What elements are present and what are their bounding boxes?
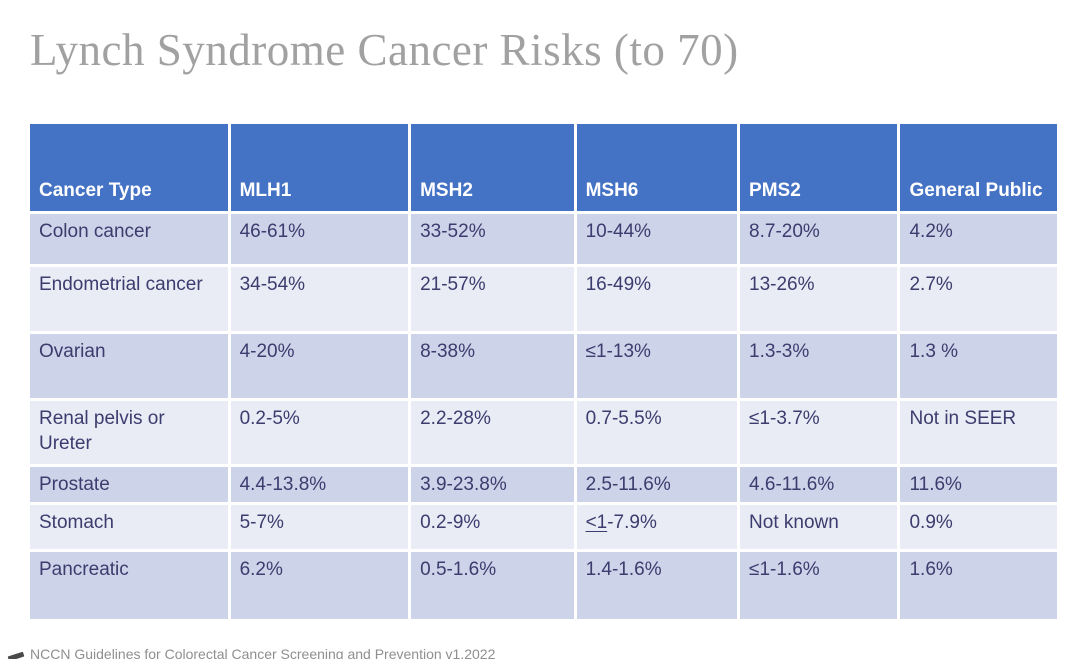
table-cell: 0.9% (900, 504, 1057, 549)
col-header-msh2: MSH2 (411, 124, 574, 211)
table-cell: Renal pelvis or Ureter (30, 401, 228, 464)
col-header-cancer-type: Cancer Type (30, 124, 228, 211)
table-cell: Stomach (30, 504, 228, 549)
table-cell: Not in SEER (900, 401, 1057, 464)
table-cell: 2.7% (900, 267, 1057, 331)
table-cell: 0.2-9% (411, 504, 574, 549)
table-cell: Ovarian (30, 334, 228, 398)
col-header-msh6: MSH6 (576, 124, 738, 211)
value-rest: -7.9% (607, 511, 657, 533)
row-renal-pelvis-or-ureter: Renal pelvis or Ureter 0.2-5% 2.2-28% 0.… (30, 401, 1057, 464)
table-cell: 1.3-3% (740, 334, 898, 398)
table-cell: 1.4-1.6% (576, 551, 738, 619)
table-cell: ≤1-3.7% (740, 401, 898, 464)
table-cell: 2.2-28% (411, 401, 574, 464)
table-cell: ≤1-13% (576, 334, 738, 398)
table-cell: 13-26% (740, 267, 898, 331)
table-cell: 0.5-1.6% (411, 551, 574, 619)
table-cell: 5-7% (230, 504, 409, 549)
table-cell: 1.6% (900, 551, 1057, 619)
table-cell-underlined-lte: <1-7.9% (576, 504, 738, 549)
table-cell: 16-49% (576, 267, 738, 331)
table-cell: 4.4-13.8% (230, 467, 409, 502)
table-cell: 34-54% (230, 267, 409, 331)
col-header-general-public: General Public (900, 124, 1057, 211)
source-citation: NCCN Guidelines for Colorectal Cancer Sc… (30, 646, 496, 659)
row-prostate: Prostate 4.4-13.8% 3.9-23.8% 2.5-11.6% 4… (30, 467, 1057, 502)
table-cell: 8-38% (411, 334, 574, 398)
table-cell: 4-20% (230, 334, 409, 398)
table-cell: Pancreatic (30, 551, 228, 619)
col-header-mlh1: MLH1 (230, 124, 409, 211)
table-cell: 0.2-5% (230, 401, 409, 464)
table-cell: 21-57% (411, 267, 574, 331)
row-endometrial-cancer: Endometrial cancer 34-54% 21-57% 16-49% … (30, 267, 1057, 331)
table-cell: 0.7-5.5% (576, 401, 738, 464)
row-stomach: Stomach 5-7% 0.2-9% <1-7.9% Not known 0.… (30, 504, 1057, 549)
table-cell: Endometrial cancer (30, 267, 228, 331)
header-row: Cancer Type MLH1 MSH2 MSH6 PMS2 General … (30, 124, 1057, 211)
table-cell: 1.3 % (900, 334, 1057, 398)
table-cell: 33-52% (411, 214, 574, 264)
table-cell: Not known (740, 504, 898, 549)
lynch-risk-table: Cancer Type MLH1 MSH2 MSH6 PMS2 General … (27, 121, 1060, 622)
table-cell: ≤1-1.6% (740, 551, 898, 619)
table-cell: 3.9-23.8% (411, 467, 574, 502)
table-cell: 4.2% (900, 214, 1057, 264)
table-cell: 4.6-11.6% (740, 467, 898, 502)
row-ovarian: Ovarian 4-20% 8-38% ≤1-13% 1.3-3% 1.3 % (30, 334, 1057, 398)
table-cell: 2.5-11.6% (576, 467, 738, 502)
table-cell: 46-61% (230, 214, 409, 264)
table-cell: 6.2% (230, 551, 409, 619)
table-cell: 8.7-20% (740, 214, 898, 264)
table-cell: Colon cancer (30, 214, 228, 264)
cutoff-corner-artifact (7, 651, 25, 659)
table-cell: 10-44% (576, 214, 738, 264)
table-cell: 11.6% (900, 467, 1057, 502)
slide-title: Lynch Syndrome Cancer Risks (to 70) (30, 25, 739, 75)
table-cell: Prostate (30, 467, 228, 502)
underlined-value-part: <1 (585, 511, 608, 533)
row-pancreatic: Pancreatic 6.2% 0.5-1.6% 1.4-1.6% ≤1-1.6… (30, 551, 1057, 619)
row-colon-cancer: Colon cancer 46-61% 33-52% 10-44% 8.7-20… (30, 214, 1057, 264)
col-header-pms2: PMS2 (740, 124, 898, 211)
